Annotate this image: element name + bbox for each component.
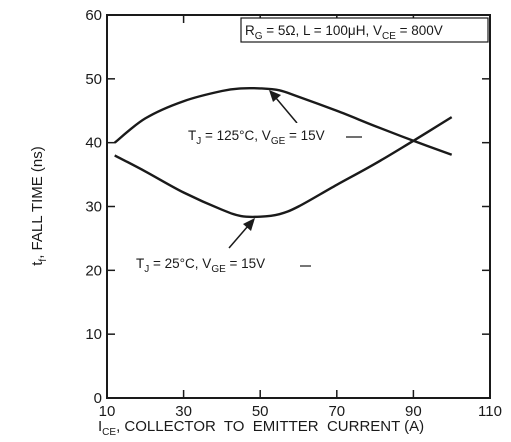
series-line-25c	[114, 116, 453, 219]
series-125c-arrow-line	[275, 97, 298, 124]
x-tick-label: 70	[328, 403, 345, 420]
x-tick-label: 90	[405, 403, 422, 420]
series-25c-arrow-line	[228, 225, 249, 249]
y-tick-label: 30	[85, 199, 102, 216]
y-tick-label: 60	[85, 7, 102, 24]
series-25c-label: TJ = 25°C, VGE = 15V	[136, 256, 265, 275]
series-25c-arrowhead	[243, 218, 255, 231]
y-tick-label: 50	[85, 71, 102, 88]
series-125c-label: TJ = 125°C, VGE = 15V	[188, 128, 325, 147]
series-line-125c	[113, 86, 453, 156]
x-tick-label: 50	[252, 403, 269, 420]
x-axis-title: ICE, COLLECTOR TO EMITTER CURRENT (A)	[98, 418, 424, 438]
y-axis-title: tf, FALL TIME (ns)	[29, 146, 49, 265]
plot-frame	[106, 14, 491, 399]
y-tick-label: 0	[94, 390, 102, 407]
conditions-box	[240, 17, 489, 43]
conditions-label: RG = 5Ω, L = 100μH, VCE = 800V	[245, 23, 443, 42]
x-tick-label: 30	[175, 403, 192, 420]
x-tick-label: 10	[99, 403, 116, 420]
series-125c-arrowhead	[269, 90, 281, 102]
y-tick-label: 10	[85, 326, 102, 343]
y-tick-label: 20	[85, 262, 102, 279]
y-tick-label: 40	[85, 135, 102, 152]
x-tick-label: 110	[478, 403, 502, 420]
